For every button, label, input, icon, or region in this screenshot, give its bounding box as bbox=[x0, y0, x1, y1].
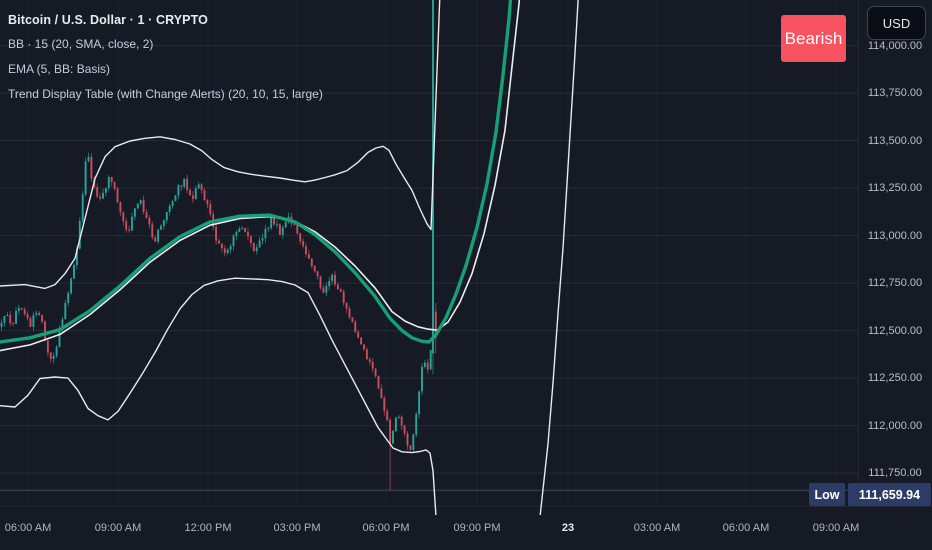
time-tick-label: 06:00 AM bbox=[722, 522, 770, 534]
time-axis[interactable]: 06:00 AM 09:00 AM 12:00 PM 03:00 PM 06:00 PM… bbox=[0, 506, 932, 550]
time-tick-label: 06:00 AM bbox=[4, 522, 52, 534]
low-label-prefix: Low bbox=[809, 483, 845, 506]
price-tick-label: 113,500.00 bbox=[867, 135, 923, 147]
price-tick-label: 113,750.00 bbox=[867, 87, 923, 99]
price-tick-label: 112,750.00 bbox=[867, 277, 923, 289]
price-tick-label: 113,000.00 bbox=[867, 230, 923, 242]
time-tick-label: 09:00 AM bbox=[812, 522, 860, 534]
price-tick-label: 112,000.00 bbox=[867, 420, 923, 432]
time-axis-separator bbox=[0, 506, 932, 507]
price-tick-label: 112,250.00 bbox=[867, 372, 923, 384]
trend-status-badge: Bearish bbox=[781, 15, 846, 62]
price-axis[interactable]: 114,000.00 113,750.00 113,500.00 113,250.00… bbox=[858, 0, 932, 506]
time-tick-label: 03:00 PM bbox=[273, 522, 321, 534]
price-axis-separator bbox=[858, 0, 859, 506]
time-tick-label: 12:00 PM bbox=[184, 522, 232, 534]
session-low-label: Low 111,659.94 bbox=[809, 483, 931, 506]
time-tick-label: 09:00 PM bbox=[453, 522, 501, 534]
time-tick-label: 09:00 AM bbox=[94, 522, 142, 534]
price-tick-label: 112,500.00 bbox=[867, 325, 923, 337]
time-tick-label: 23 bbox=[561, 522, 575, 534]
time-tick-label: 06:00 PM bbox=[362, 522, 410, 534]
currency-toggle-button[interactable]: USD bbox=[867, 6, 926, 40]
time-tick-label: 03:00 AM bbox=[633, 522, 681, 534]
price-tick-label: 114,000.00 bbox=[867, 40, 923, 52]
price-tick-label: 113,250.00 bbox=[867, 182, 923, 194]
low-label-value: 111,659.94 bbox=[848, 483, 931, 506]
price-tick-label: 111,750.00 bbox=[868, 467, 922, 479]
